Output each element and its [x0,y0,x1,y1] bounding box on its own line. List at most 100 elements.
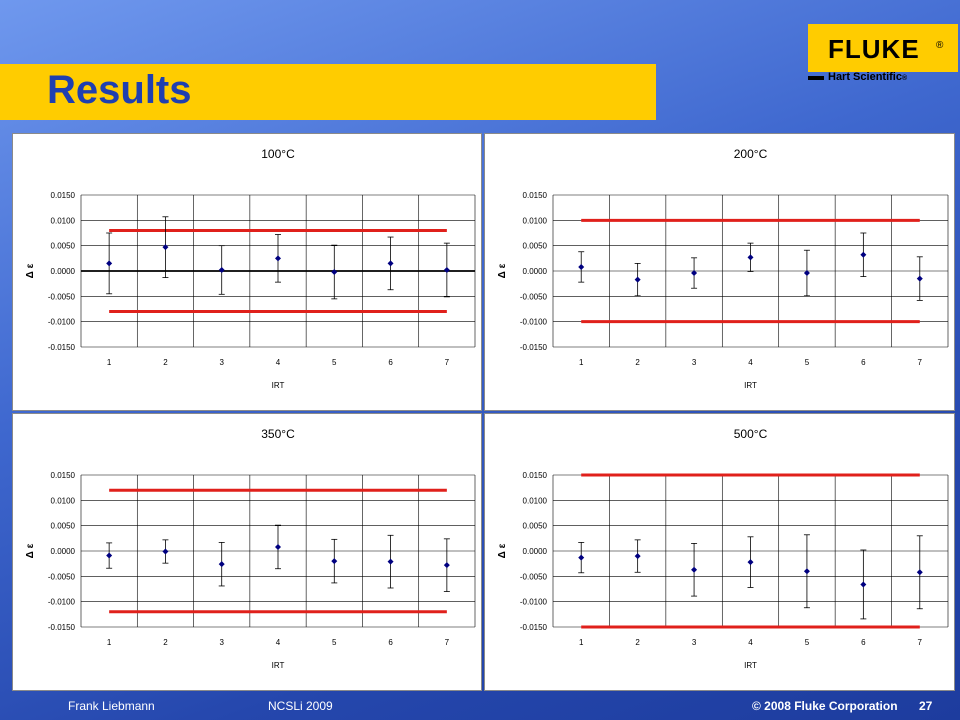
title-bar: Results [0,64,656,120]
data-point [860,581,867,588]
x-tick-label: 2 [635,358,640,367]
x-tick-label: 3 [692,638,697,647]
footer-author: Frank Liebmann [68,699,155,713]
x-tick-label: 4 [748,638,753,647]
data-point [578,554,585,561]
y-tick-label: -0.0100 [48,598,76,607]
chart-100c: 100°C 0.0150 0.0100 0.0050 0.0000 -0.0050 -0.0… [25,147,476,390]
logo-subbrand: Hart Scientific® [828,71,908,83]
data-point [443,562,450,569]
y-axis-label: Δ ε [497,263,508,278]
data-point [803,568,810,575]
x-tick-label: 6 [861,638,866,647]
y-tick-label: -0.0050 [48,572,76,581]
y-tick-label: -0.0050 [520,292,548,301]
data-point [578,263,585,270]
data-point [162,548,169,555]
x-tick-label: 7 [445,358,450,367]
x-axis-label: IRT [272,661,285,670]
x-tick-label: 4 [276,358,281,367]
y-tick-label: 0.0050 [523,522,548,531]
y-tick-label: 0.0150 [523,471,548,480]
chart-500c: 500°C 0.0150 0.0100 0.0050 0.0000 -0.0050 -0.0… [497,427,949,670]
data-point [275,543,281,550]
data-point [331,269,338,276]
x-tick-label: 3 [692,358,697,367]
y-tick-label: -0.0150 [48,343,76,352]
x-tick-label: 6 [388,638,393,647]
data-point [387,260,394,267]
y-tick-label: 0.0000 [523,267,548,276]
data-point [747,254,754,261]
x-axis-label: IRT [272,381,285,390]
y-tick-label: 0.0100 [523,496,548,505]
data-point [634,276,641,283]
x-tick-label: 6 [861,358,866,367]
footer-event: NCSLi 2009 [268,699,333,713]
y-tick-label: 0.0000 [51,547,76,556]
chart-title: 200°C [734,147,768,161]
chart-title: 350°C [261,427,295,441]
slide-title: Results [47,68,192,112]
data-point [106,552,113,559]
x-tick-label: 5 [332,358,337,367]
data-point [747,559,754,566]
x-tick-label: 4 [276,638,281,647]
chart-200c: 200°C 0.0150 0.0100 0.0050 0.0000 -0.0050 -0.0… [497,147,949,390]
data-point [275,255,281,262]
x-tick-label: 5 [805,638,810,647]
x-tick-label: 5 [332,638,337,647]
y-tick-label: -0.0150 [520,343,548,352]
y-tick-label: -0.0050 [520,572,548,581]
footer-page-number: 27 [919,699,933,713]
chart-panel-3: 350°C 0.0150 0.0100 0.0050 0.0000 -0.0050 -0.0… [12,413,482,691]
chart-panel-4: 500°C 0.0150 0.0100 0.0050 0.0000 -0.0050 -0.0… [484,413,955,691]
logo-dash [808,76,824,80]
y-tick-label: 0.0100 [51,496,76,505]
x-axis-label: IRT [744,661,757,670]
x-tick-label: 7 [918,638,923,647]
y-tick-label: 0.0000 [523,547,548,556]
x-tick-label: 1 [579,358,584,367]
x-tick-label: 3 [219,358,224,367]
chart-title: 500°C [734,427,768,441]
x-tick-label: 2 [635,638,640,647]
footer-copyright: © 2008 Fluke Corporation [752,699,898,713]
x-tick-label: 2 [163,358,168,367]
x-tick-label: 1 [579,638,584,647]
data-point [387,558,394,565]
x-tick-label: 7 [445,638,450,647]
data-point [916,569,923,576]
chart-panel-1: 100°C 0.0150 0.0100 0.0050 0.0000 -0.0050 -0.0… [12,133,482,411]
data-point [916,275,923,282]
data-point [162,244,169,251]
x-tick-label: 6 [388,358,393,367]
y-tick-label: -0.0100 [520,598,548,607]
x-tick-label: 7 [918,358,923,367]
logo-reg-mark: ® [936,40,944,51]
chart-350c: 350°C 0.0150 0.0100 0.0050 0.0000 -0.0050 -0.0… [25,427,476,670]
x-axis-label: IRT [744,381,757,390]
y-tick-label: 0.0050 [51,242,76,251]
y-tick-label: 0.0150 [523,191,548,200]
logo-brand: FLUKE [828,34,920,64]
y-tick-label: 0.0100 [51,216,76,225]
y-axis-label: Δ ε [25,263,36,278]
y-tick-label: -0.0150 [48,623,76,632]
x-tick-label: 1 [107,638,112,647]
y-tick-label: -0.0150 [520,623,548,632]
data-point [634,553,641,560]
y-tick-label: -0.0050 [48,292,76,301]
y-tick-label: 0.0150 [51,471,76,480]
data-point [860,251,867,258]
data-point [443,266,450,273]
data-point [691,566,698,573]
y-tick-label: -0.0100 [48,318,76,327]
x-tick-label: 2 [163,638,168,647]
x-tick-label: 1 [107,358,112,367]
data-point [331,558,338,565]
y-tick-label: 0.0000 [51,267,76,276]
fluke-logo: FLUKE ® [808,24,958,72]
data-point [106,260,113,267]
x-tick-label: 3 [219,638,224,647]
